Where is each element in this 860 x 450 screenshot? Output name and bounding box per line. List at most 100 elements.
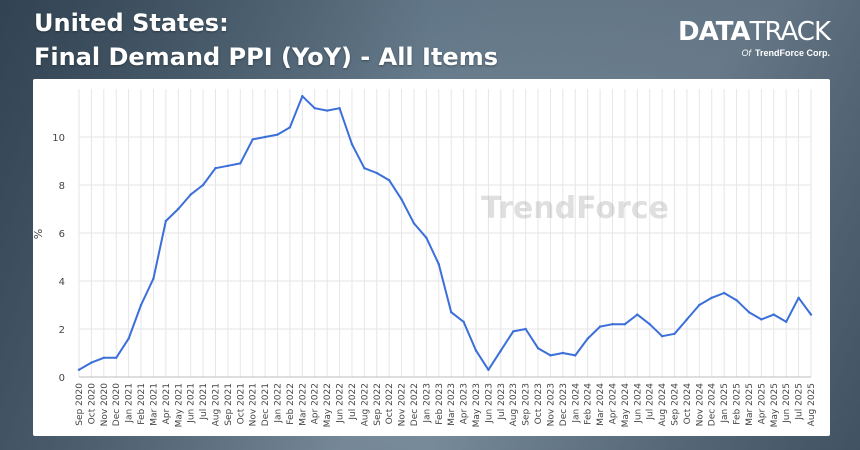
x-tick-label: Dec 2024	[708, 383, 718, 426]
x-tick-label: Nov 2022	[398, 383, 408, 426]
x-tick-label: Jul 2022	[348, 383, 358, 421]
x-tick-label: Jan 2025	[720, 383, 730, 424]
brand-of-label: Of	[741, 48, 751, 58]
title-line-1: United States:	[34, 9, 229, 37]
page-title: United States: Final Demand PPI (YoY) - …	[34, 6, 498, 74]
x-tick-label: Aug 2023	[509, 383, 519, 426]
data-point	[462, 320, 465, 323]
data-point	[350, 143, 354, 146]
grid	[78, 89, 812, 378]
data-point	[276, 133, 279, 136]
data-point	[735, 299, 738, 302]
x-tick-label: May 2021	[174, 383, 184, 427]
brand-wordmark-part1: DATA	[678, 17, 751, 47]
x-tick-label: Jul 2021	[199, 383, 209, 421]
brand-wordmark-part2: TRACK	[749, 17, 831, 47]
brand-tagline: Of TrendForce Corp.	[678, 48, 830, 58]
x-tick-label: Jan 2024	[571, 383, 581, 424]
watermark: TrendForce	[481, 191, 669, 226]
data-point	[90, 361, 93, 364]
data-point	[722, 291, 726, 295]
data-point	[412, 222, 416, 225]
x-tick-label: Feb 2025	[733, 383, 743, 425]
x-tick-label: Jun 2022	[336, 383, 346, 424]
x-tick-label: Oct 2021	[236, 383, 246, 424]
data-point	[747, 311, 751, 314]
data-point	[710, 296, 713, 299]
data-point	[586, 337, 589, 340]
x-tick-label: Dec 2020	[112, 383, 122, 426]
x-tick-label: Mar 2023	[447, 383, 457, 426]
x-tick-label: Jul 2023	[497, 383, 507, 421]
data-point	[325, 109, 329, 112]
data-point	[660, 335, 664, 338]
title-line-2: Final Demand PPI (YoY) - All Items	[34, 43, 498, 71]
x-tick-label: Feb 2024	[584, 383, 594, 425]
data-point	[784, 320, 788, 323]
data-point	[77, 368, 81, 371]
data-point	[152, 277, 155, 280]
series-line	[78, 95, 812, 371]
data-point	[648, 323, 651, 326]
data-point	[139, 303, 143, 307]
data-point	[301, 95, 304, 98]
data-point	[338, 107, 341, 110]
y-axis: 0 2 4 6 8 10	[52, 133, 65, 384]
x-tick-label: Jun 2023	[484, 383, 494, 424]
data-point	[201, 183, 205, 187]
x-tick-label: Sep 2023	[522, 383, 532, 426]
x-tick-label: May 2024	[621, 383, 631, 428]
x-tick-label: Apr 2024	[608, 383, 618, 425]
x-tick-label: Sep 2024	[671, 383, 681, 426]
chart-card: 0 2 4 6 8 10 Sep 2020 Oct 2020 Nov 2020 Dec 2020…	[33, 79, 830, 436]
y-tick-label: 4	[59, 277, 65, 288]
data-point	[177, 207, 180, 211]
series-layer	[77, 95, 813, 371]
x-tick-label: Nov 2024	[695, 383, 705, 427]
data-point	[239, 162, 242, 165]
x-tick-label: Oct 2020	[87, 383, 97, 425]
x-tick-label: Jun 2024	[633, 383, 643, 424]
data-point	[623, 323, 627, 326]
y-tick-label: 6	[59, 229, 65, 240]
x-axis: Sep 2020 Oct 2020 Nov 2020 Dec 2020 Jan 2021…	[75, 376, 817, 428]
data-point	[189, 193, 192, 196]
x-tick-label: Nov 2021	[249, 383, 259, 426]
data-point	[698, 303, 701, 307]
x-tick-label: Jul 2024	[646, 383, 656, 421]
y-tick-label: 8	[59, 181, 65, 192]
data-point	[288, 126, 292, 129]
x-tick-label: Aug 2021	[211, 383, 221, 426]
line-chart: 0 2 4 6 8 10 Sep 2020 Oct 2020 Nov 2020 Dec 2020…	[33, 89, 817, 428]
data-point	[214, 167, 217, 170]
data-point	[524, 327, 527, 331]
y-tick-label: 0	[59, 373, 65, 384]
x-tick-label: Aug 2022	[360, 383, 370, 426]
x-tick-label: Oct 2022	[385, 383, 395, 424]
data-point	[164, 219, 168, 223]
x-tick-label: Oct 2024	[683, 383, 693, 425]
x-tick-label: May 2023	[472, 383, 482, 427]
x-tick-label: Mar 2025	[745, 383, 755, 426]
x-tick-label: Feb 2022	[286, 383, 296, 425]
data-point	[375, 171, 378, 175]
x-tick-label: Feb 2023	[435, 383, 445, 425]
x-tick-label: Dec 2022	[410, 383, 420, 426]
x-tick-label: Nov 2023	[546, 383, 556, 426]
x-tick-label: Apr 2025	[757, 383, 767, 424]
data-point	[425, 236, 428, 239]
data-point	[499, 349, 503, 352]
data-point	[636, 313, 639, 316]
x-tick-label: Mar 2021	[149, 383, 159, 426]
x-tick-label: Jul 2025	[795, 383, 805, 421]
brand-logo: DATATRACK Of TrendForce Corp.	[678, 17, 831, 58]
data-point	[673, 332, 676, 335]
data-point	[760, 318, 763, 321]
data-point	[363, 167, 366, 170]
x-tick-label: Jan 2022	[274, 383, 284, 424]
x-tick-label: Sep 2020	[75, 383, 85, 426]
data-point	[127, 337, 130, 340]
x-tick-label: Sep 2022	[373, 383, 383, 426]
data-point	[251, 138, 254, 141]
data-point	[797, 296, 800, 299]
